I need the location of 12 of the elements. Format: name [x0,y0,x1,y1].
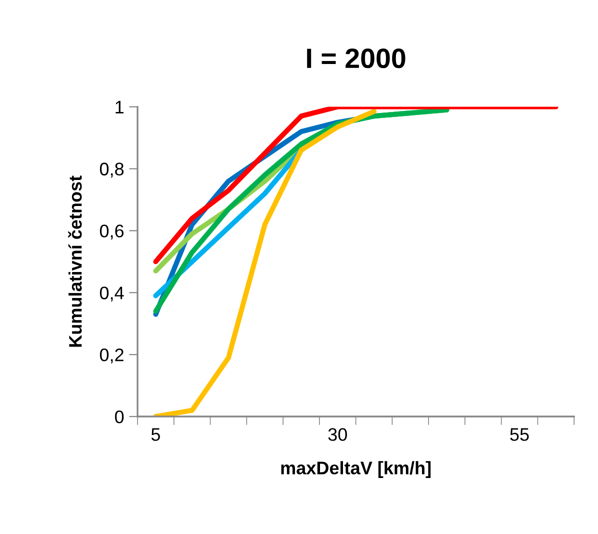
y-tick-label: 0,4 [100,286,124,302]
x-axis-title: maxDeltaV [km/h] [281,461,431,478]
y-tick-label: 0 [115,410,124,424]
y-tick-label: 0,2 [100,348,124,364]
y-tick-label: 1 [116,100,124,114]
y-axis-title: Kumulativní četnost [68,176,82,347]
x-tick-label: 5 [151,428,160,441]
x-tick-label: 55 [510,428,529,441]
y-tick-label: 0,8 [100,162,124,178]
x-tick-label: 30 [328,428,347,441]
y-tick-label: 0,6 [100,224,124,240]
chart-title: I = 2000 [307,48,406,68]
